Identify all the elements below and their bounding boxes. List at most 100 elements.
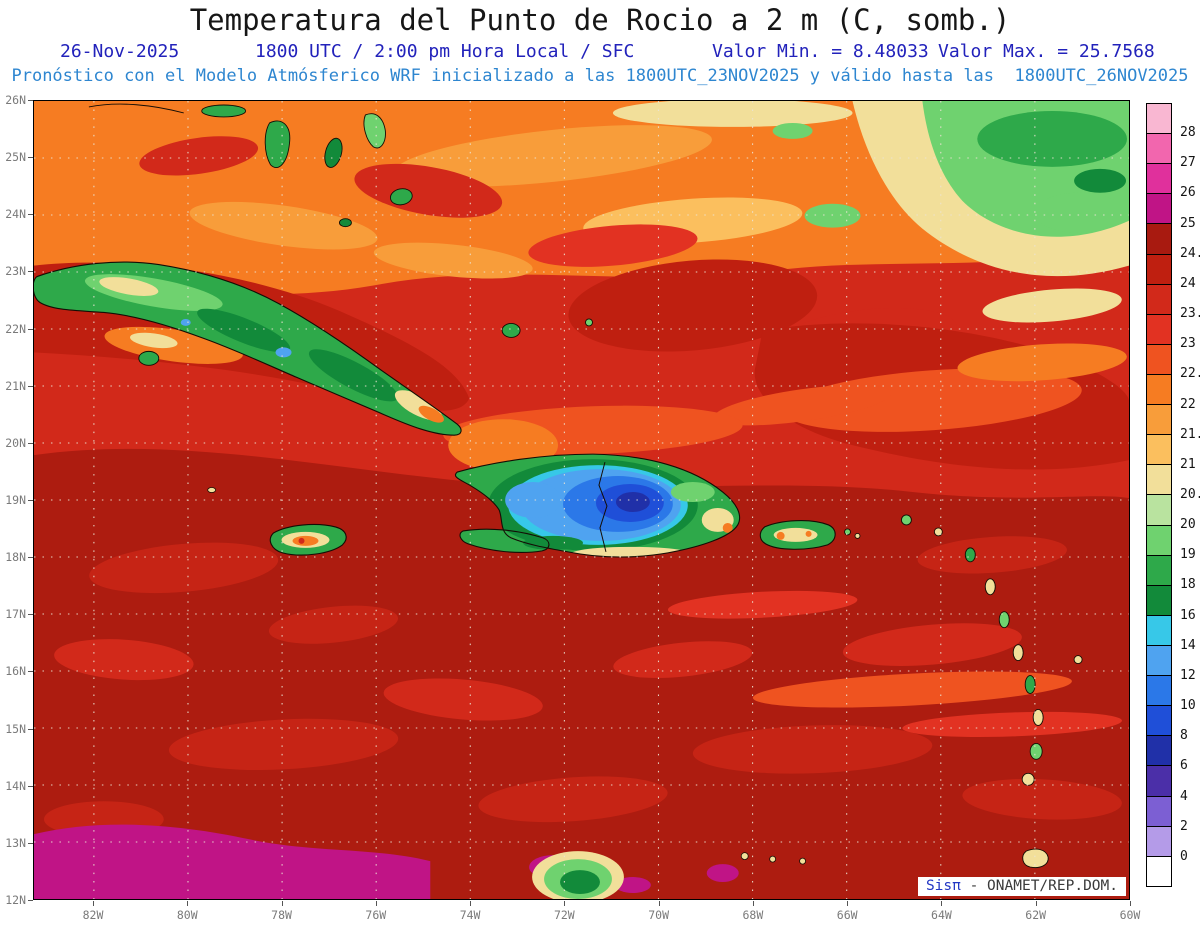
value-max-label: Valor Max. = 25.7568 <box>938 41 1155 62</box>
credit-text <box>961 878 970 894</box>
credit-brand: Sisπ <box>925 878 961 894</box>
lon-tick <box>847 901 849 906</box>
puerto-rico-island <box>759 520 836 550</box>
lat-tick-label: 24N <box>5 207 26 222</box>
colorbar-tick-label: 20.5 <box>1180 487 1200 502</box>
lat-tick-label: 20N <box>5 435 26 450</box>
colorbar-tick-label: 24.5 <box>1180 245 1200 261</box>
colorbar-cell <box>1147 524 1171 555</box>
lon-tick-label: 60W <box>1119 908 1141 922</box>
cayman-island <box>207 487 217 493</box>
lat-tick-label: 12N <box>5 893 26 907</box>
credit-org: - ONAMET/REP.DOM. <box>969 878 1118 894</box>
colorbar-tick-label: 16 <box>1180 607 1196 623</box>
haiti-dr-border <box>598 461 608 552</box>
lon-tick-label: 74W <box>459 908 481 922</box>
colorbar-cell <box>1147 614 1171 645</box>
lat-tick <box>28 214 33 216</box>
bahamas-islands <box>201 104 593 338</box>
colorbar-tick-label: 21 <box>1180 456 1196 472</box>
colorbar-tick-label: 24 <box>1180 275 1196 291</box>
lat-tick-label: 15N <box>5 721 26 736</box>
colorbar-cell <box>1147 163 1171 194</box>
colorbar-cell <box>1147 825 1171 856</box>
colorbar-cell <box>1147 675 1171 706</box>
colorbar-tick-label: 12 <box>1180 667 1196 683</box>
lon-tick-label: 68W <box>742 908 764 922</box>
lon-tick <box>470 901 472 906</box>
lat-tick <box>28 557 33 559</box>
colorbar <box>1146 103 1172 887</box>
lat-tick-label: 14N <box>5 778 26 793</box>
colorbar-cell <box>1147 584 1171 615</box>
colorbar-cell <box>1147 193 1171 224</box>
credit-box: Sisπ - ONAMET/REP.DOM. <box>917 877 1126 896</box>
colorbar-cell <box>1147 133 1171 164</box>
lon-tick <box>281 901 283 906</box>
lat-tick-label: 25N <box>5 150 26 165</box>
grid-lines <box>34 101 1129 899</box>
lon-tick <box>564 901 566 906</box>
colorbar-tick-label: 0 <box>1180 848 1188 864</box>
colorbar-cell <box>1147 705 1171 736</box>
lon-tick-label: 78W <box>271 908 292 922</box>
lon-tick-label: 66W <box>836 908 858 922</box>
dewpoint-shaded-map <box>34 101 1129 899</box>
magenta-high-dewpoint-region <box>34 824 739 899</box>
lat-tick-label: 18N <box>5 550 26 565</box>
lat-tick-label: 16N <box>5 664 26 679</box>
colorbar-cell <box>1147 253 1171 284</box>
lat-tick-label: 19N <box>5 493 26 507</box>
colorbar-tick-label: 6 <box>1180 758 1188 774</box>
lat-tick <box>28 385 33 387</box>
colorbar-tick-label: 18 <box>1180 577 1196 593</box>
lon-tick <box>752 901 754 906</box>
colorbar-cell <box>1147 223 1171 254</box>
colorbar-cell <box>1147 313 1171 344</box>
colorbar-cell <box>1147 765 1171 796</box>
lat-axis: 26N 25N 24N 23N 22N 21N 20N 19N 18N 17N 16N 15N 14N 1… <box>0 93 33 907</box>
lat-tick-label: 17N <box>5 607 26 622</box>
colorbar-tick-label: 28 <box>1180 125 1196 141</box>
colorbar-tick-label: 20 <box>1180 517 1196 533</box>
colorbar-tick-label: 23.5 <box>1180 306 1200 322</box>
colorbar-tick-label: 22.5 <box>1180 366 1200 382</box>
colorbar-cell <box>1147 735 1171 766</box>
lat-tick <box>28 614 33 616</box>
lat-tick <box>28 157 33 159</box>
colorbar-tick-label: 19 <box>1180 547 1196 563</box>
colorbar-tick-label: 10 <box>1180 698 1196 714</box>
lat-tick <box>28 671 33 673</box>
colorbar-cell <box>1147 434 1171 465</box>
lon-tick <box>1035 901 1037 906</box>
colorbar-tick-label: 2 <box>1180 818 1188 834</box>
colorbar-cell <box>1147 795 1171 826</box>
valid-time: 1800 UTC / 2:00 pm Hora Local / SFC <box>255 41 635 62</box>
colorbar-tick-label: 25 <box>1180 215 1196 231</box>
hispaniola-island <box>454 453 741 558</box>
info-line: 26-Nov-2025 1800 UTC / 2:00 pm Hora Loca… <box>0 41 1200 65</box>
colorbar-tick-label: 23 <box>1180 336 1196 352</box>
colorbar-cell <box>1147 494 1171 525</box>
lon-tick <box>187 901 189 906</box>
colorbar-cell <box>1147 373 1171 405</box>
lon-axis: 82W 80W 78W 76W 74W 72W 70W 68W 66W 64W 62W 60W <box>33 901 1140 926</box>
valid-date: 26-Nov-2025 <box>60 41 180 62</box>
isla-juventud <box>138 350 160 366</box>
lon-tick-label: 80W <box>176 908 198 922</box>
south-caribbean-islands <box>532 848 1049 899</box>
lat-tick <box>28 785 33 787</box>
colorbar-tick-label: 26 <box>1180 185 1196 201</box>
cuba-island <box>34 261 462 436</box>
colorbar-tick-label: 22 <box>1180 396 1196 412</box>
lat-tick <box>28 442 33 444</box>
lon-tick-label: 62W <box>1025 908 1047 922</box>
colorbar-cell <box>1147 855 1171 886</box>
lon-tick-label: 72W <box>553 908 575 922</box>
colorbar-tick-label: 8 <box>1180 728 1188 744</box>
colorbar-labels: 2827262524.52423.52322.52221.52120.52019… <box>1180 103 1200 887</box>
model-run-line: Pronóstico con el Modelo Atmósferico WRF… <box>11 66 1189 86</box>
colorbar-cell <box>1147 404 1171 435</box>
value-min-label: Valor Min. = 8.48033 <box>712 41 929 62</box>
lat-tick <box>28 328 33 330</box>
